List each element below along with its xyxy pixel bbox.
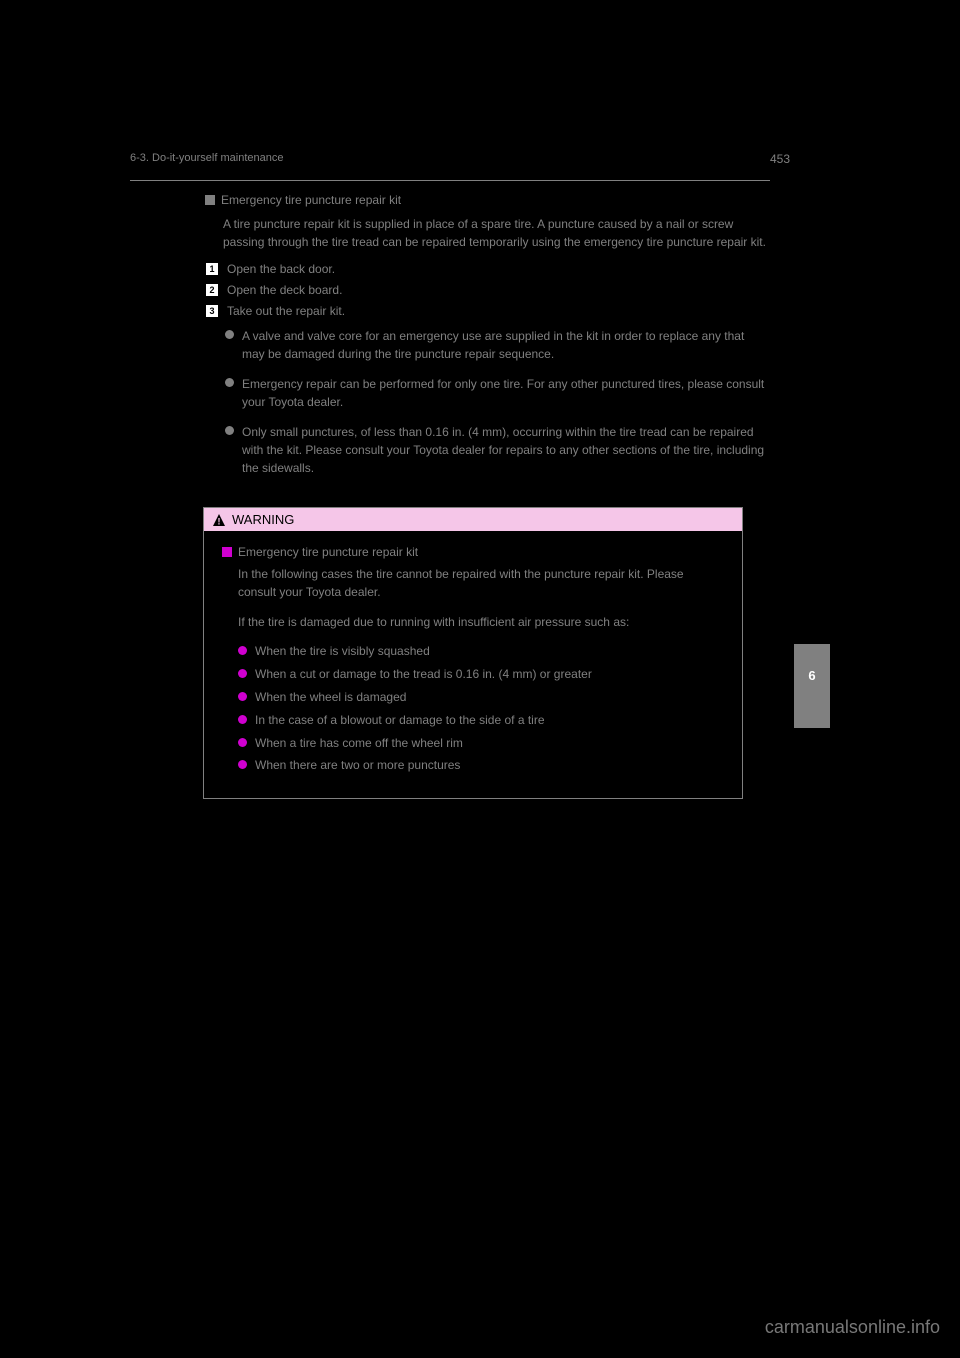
warning-bullet-item: In the case of a blowout or damage to th… <box>238 712 724 729</box>
step-item: 3 Take out the repair kit. <box>205 303 770 320</box>
square-bullet-icon <box>205 195 215 205</box>
warning-header: ! WARNING <box>204 508 742 531</box>
step-item: 2 Open the deck board. <box>205 282 770 299</box>
warning-label: WARNING <box>232 512 294 527</box>
magenta-bullet-icon <box>238 760 247 769</box>
magenta-bullet-icon <box>238 715 247 724</box>
warning-bullet-text: When the wheel is damaged <box>255 689 406 706</box>
warning-triangle-icon: ! <box>212 513 226 527</box>
numbered-steps: 1 Open the back door. 2 Open the deck bo… <box>205 261 770 319</box>
warning-bullet-item: When the wheel is damaged <box>238 689 724 706</box>
step-item: 1 Open the back door. <box>205 261 770 278</box>
warning-bullet-text: When the tire is visibly squashed <box>255 643 430 660</box>
section-title: Emergency tire puncture repair kit <box>205 193 770 207</box>
warning-title-text: Emergency tire puncture repair kit <box>238 545 418 559</box>
intro-paragraph: A tire puncture repair kit is supplied i… <box>223 215 770 251</box>
header-rule <box>130 180 770 181</box>
warning-bullet-text: When a tire has come off the wheel rim <box>255 735 463 752</box>
page-number: 453 <box>770 152 790 166</box>
step-number-box: 2 <box>205 283 219 297</box>
warning-paragraph: If the tire is damaged due to running wi… <box>238 613 724 631</box>
note-text: Emergency repair can be performed for on… <box>242 375 770 411</box>
warning-paragraph: In the following cases the tire cannot b… <box>238 565 724 601</box>
warning-bullet-item: When the tire is visibly squashed <box>238 643 724 660</box>
note-text: A valve and valve core for an emergency … <box>242 327 770 363</box>
chapter-tab: 6 <box>794 644 830 728</box>
step-text: Take out the repair kit. <box>227 303 345 320</box>
note-item: A valve and valve core for an emergency … <box>225 327 770 363</box>
bullet-icon <box>225 378 234 387</box>
magenta-square-icon <box>222 547 232 557</box>
step-text: Open the back door. <box>227 261 335 278</box>
step-number-box: 3 <box>205 304 219 318</box>
magenta-bullet-icon <box>238 646 247 655</box>
magenta-bullet-icon <box>238 669 247 678</box>
warning-section-title: Emergency tire puncture repair kit <box>222 545 724 559</box>
warning-bullet-item: When there are two or more punctures <box>238 757 724 774</box>
note-item: Emergency repair can be performed for on… <box>225 375 770 411</box>
svg-text:!: ! <box>218 516 221 526</box>
section-path: 6-3. Do-it-yourself maintenance <box>130 152 283 164</box>
warning-bullet-list: When the tire is visibly squashed When a… <box>238 643 724 774</box>
tab-number: 6 <box>808 668 815 683</box>
warning-bullet-text: When there are two or more punctures <box>255 757 460 774</box>
warning-bullet-item: When a tire has come off the wheel rim <box>238 735 724 752</box>
watermark: carmanualsonline.info <box>765 1317 940 1338</box>
warning-bullet-item: When a cut or damage to the tread is 0.1… <box>238 666 724 683</box>
bullet-icon <box>225 426 234 435</box>
magenta-bullet-icon <box>238 692 247 701</box>
page-content: 453 6-3. Do-it-yourself maintenance Emer… <box>130 180 770 799</box>
warning-bullet-text: When a cut or damage to the tread is 0.1… <box>255 666 592 683</box>
notes-list: A valve and valve core for an emergency … <box>225 327 770 477</box>
note-text: Only small punctures, of less than 0.16 … <box>242 423 770 477</box>
step-number-box: 1 <box>205 262 219 276</box>
bullet-icon <box>225 330 234 339</box>
warning-box: ! WARNING Emergency tire puncture repair… <box>203 507 743 799</box>
magenta-bullet-icon <box>238 738 247 747</box>
warning-bullet-text: In the case of a blowout or damage to th… <box>255 712 545 729</box>
step-text: Open the deck board. <box>227 282 342 299</box>
section-title-text: Emergency tire puncture repair kit <box>221 193 401 207</box>
warning-body: Emergency tire puncture repair kit In th… <box>204 531 742 798</box>
note-item: Only small punctures, of less than 0.16 … <box>225 423 770 477</box>
